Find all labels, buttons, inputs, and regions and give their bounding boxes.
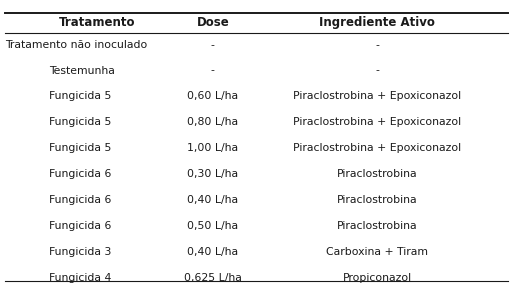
Text: 0,30 L/ha: 0,30 L/ha xyxy=(187,169,239,179)
Text: 0,50 L/ha: 0,50 L/ha xyxy=(187,221,239,231)
Text: Fungicida 3: Fungicida 3 xyxy=(49,247,111,257)
Text: Fungicida 5: Fungicida 5 xyxy=(49,92,111,101)
Text: Tratamento não inoculado: Tratamento não inoculado xyxy=(5,40,147,50)
Text: 1,00 L/ha: 1,00 L/ha xyxy=(187,143,239,153)
Text: Ingrediente Ativo: Ingrediente Ativo xyxy=(319,16,435,29)
Text: Fungicida 5: Fungicida 5 xyxy=(49,118,111,127)
Text: Tratamento: Tratamento xyxy=(59,16,136,29)
Text: Fungicida 5: Fungicida 5 xyxy=(49,143,111,153)
Text: -: - xyxy=(211,66,215,75)
Text: Piraclostrobina + Epoxiconazol: Piraclostrobina + Epoxiconazol xyxy=(293,118,461,127)
Text: 0,625 L/ha: 0,625 L/ha xyxy=(184,273,242,283)
Text: -: - xyxy=(375,40,379,50)
Text: Dose: Dose xyxy=(196,16,229,29)
Text: Fungicida 6: Fungicida 6 xyxy=(49,169,111,179)
Text: Fungicida 6: Fungicida 6 xyxy=(49,221,111,231)
Text: 0,60 L/ha: 0,60 L/ha xyxy=(187,92,239,101)
Text: Fungicida 4: Fungicida 4 xyxy=(49,273,111,283)
Text: Piraclostrobina + Epoxiconazol: Piraclostrobina + Epoxiconazol xyxy=(293,143,461,153)
Text: Fungicida 6: Fungicida 6 xyxy=(49,195,111,205)
Text: Piraclostrobina: Piraclostrobina xyxy=(337,169,418,179)
Text: Piraclostrobina: Piraclostrobina xyxy=(337,195,418,205)
Text: Piraclostrobina + Epoxiconazol: Piraclostrobina + Epoxiconazol xyxy=(293,92,461,101)
Text: -: - xyxy=(211,40,215,50)
Text: -: - xyxy=(375,66,379,75)
Text: Piraclostrobina: Piraclostrobina xyxy=(337,221,418,231)
Text: 0,40 L/ha: 0,40 L/ha xyxy=(187,247,239,257)
Text: Testemunha: Testemunha xyxy=(49,66,114,75)
Text: 0,80 L/ha: 0,80 L/ha xyxy=(187,118,239,127)
Text: Carboxina + Tiram: Carboxina + Tiram xyxy=(326,247,428,257)
Text: Propiconazol: Propiconazol xyxy=(343,273,411,283)
Text: 0,40 L/ha: 0,40 L/ha xyxy=(187,195,239,205)
